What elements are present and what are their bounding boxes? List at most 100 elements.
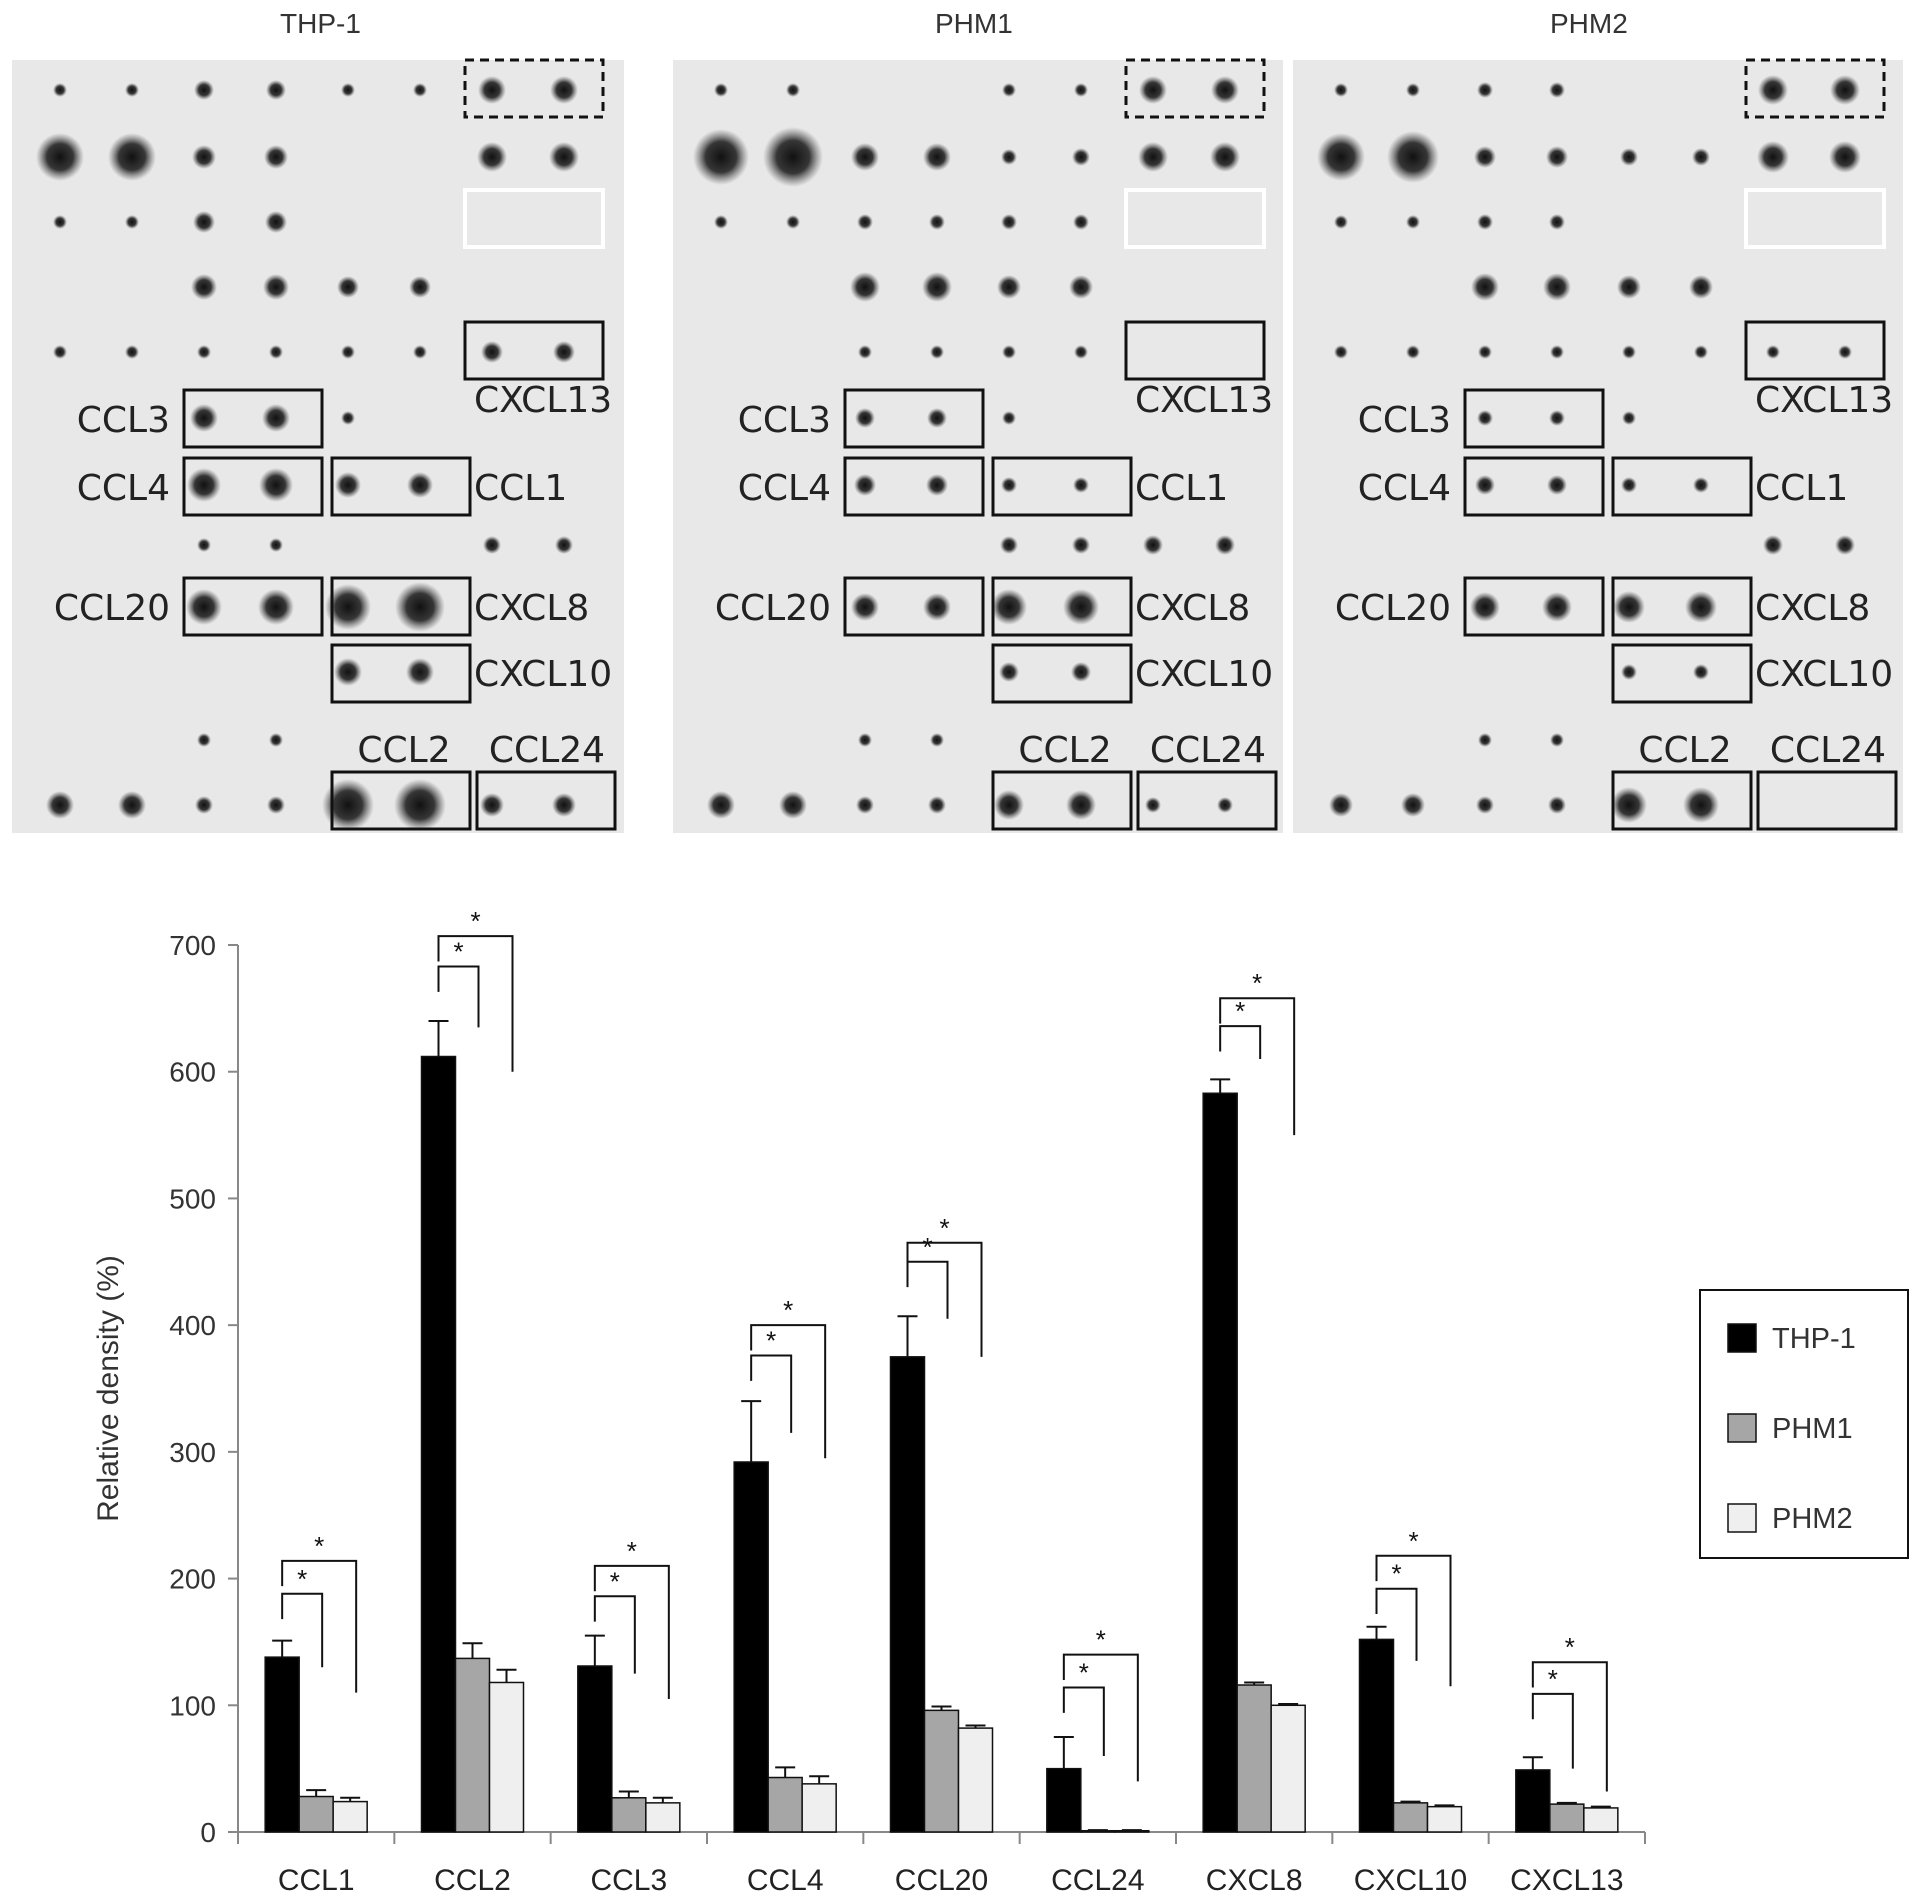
blot-spot — [763, 127, 823, 187]
bar-thp-1-cxcl8 — [1202, 1092, 1238, 1833]
bar-thp-1-ccl1 — [264, 1656, 300, 1833]
blot-label-ccl2: CCL2 — [1018, 730, 1111, 771]
blot-spot — [1471, 273, 1499, 301]
blot-spot — [1546, 146, 1568, 168]
box-cxcl10 — [330, 643, 472, 704]
blot-spot — [125, 215, 139, 229]
blot-spot — [1549, 214, 1565, 230]
blot-spot — [1406, 83, 1420, 97]
y-tick-label: 700 — [169, 930, 216, 961]
blot-spot — [1617, 275, 1641, 299]
blot-spot — [923, 143, 951, 171]
blot-label-cxcl13: CXCL13 — [1755, 380, 1893, 421]
x-tick-label: CCL4 — [747, 1864, 824, 1897]
box-ccl3 — [182, 388, 324, 449]
blot-spot — [1329, 793, 1353, 817]
negative-control-box — [1124, 188, 1266, 249]
bar-phm1-cxcl13 — [1549, 1803, 1585, 1833]
bar-phm1-cxcl10 — [1392, 1802, 1429, 1833]
blot-spot — [341, 83, 355, 97]
blot-spot — [325, 584, 371, 630]
blot-spot — [1001, 214, 1017, 230]
blot-spot — [553, 341, 575, 363]
blot-spot — [269, 733, 283, 747]
blot-label-ccl4: CCL4 — [77, 468, 170, 509]
blot-spot — [1145, 797, 1161, 813]
bar-thp-1-cxcl13 — [1515, 1769, 1551, 1833]
blot-spot — [1763, 535, 1783, 555]
significance-bracket-inner — [906, 1260, 949, 1319]
blot-spot — [53, 215, 67, 229]
significance-bracket-inner — [750, 1354, 793, 1433]
blot-spot — [197, 345, 211, 359]
blot-spot — [1478, 345, 1492, 359]
significance-bracket-outer — [437, 935, 514, 1072]
blot-spot — [1477, 214, 1493, 230]
blot-spot — [850, 272, 880, 302]
legend-label: PHM1 — [1772, 1413, 1853, 1445]
box-ccl1 — [1611, 456, 1753, 517]
blot-spot — [1621, 664, 1637, 680]
x-tick-label: CCL20 — [895, 1864, 988, 1897]
blot-spot — [1548, 796, 1566, 814]
blot-spot — [341, 411, 355, 425]
blot-spot — [856, 796, 874, 814]
significance-star: * — [610, 1566, 620, 1596]
blot-spot — [53, 83, 67, 97]
blot-spot — [858, 345, 872, 359]
blot-spot — [1217, 797, 1233, 813]
blot-spot — [1072, 536, 1090, 554]
blot-label-cxcl8: CXCL8 — [1135, 588, 1250, 629]
blot-spot — [1001, 477, 1017, 493]
negative-control-box — [1744, 188, 1886, 249]
blot-spot — [550, 76, 578, 104]
legend-label: PHM2 — [1772, 1503, 1853, 1535]
blot-spot — [1693, 664, 1709, 680]
blot-spot — [335, 472, 361, 498]
blot-spot — [1766, 345, 1780, 359]
blot-spot — [1074, 83, 1088, 97]
significance-star: * — [1391, 1559, 1401, 1589]
significance-star: * — [939, 1213, 949, 1243]
blot-spot — [1830, 75, 1860, 105]
blot-label-ccl3: CCL3 — [1358, 400, 1451, 441]
blot-spot — [187, 468, 221, 502]
legend-swatch — [1727, 1323, 1757, 1353]
significance-bracket-outer — [281, 1559, 358, 1693]
blot-spot — [549, 142, 579, 172]
significance-bracket-outer — [750, 1324, 827, 1459]
blot-spot — [1477, 410, 1493, 426]
bar-phm1-ccl4 — [767, 1776, 803, 1833]
blot-spot — [1210, 142, 1240, 172]
blot-spot — [1215, 535, 1235, 555]
y-tick-label: 400 — [169, 1310, 216, 1341]
y-tick-label: 200 — [169, 1564, 216, 1595]
reference-box-dashed — [1744, 58, 1886, 119]
blot-spot — [1317, 133, 1365, 181]
bar-phm2-ccl4 — [801, 1783, 837, 1833]
blot-spot — [1758, 75, 1788, 105]
blot-label-ccl24: CCL24 — [489, 730, 605, 771]
box-cxcl8 — [991, 576, 1133, 637]
blot-spot — [930, 345, 944, 359]
blot-spot — [1475, 475, 1495, 495]
legend-swatch — [1727, 1503, 1757, 1533]
significance-star: * — [1408, 1526, 1418, 1556]
blot-label-ccl2: CCL2 — [1638, 730, 1731, 771]
blot-label-ccl3: CCL3 — [738, 400, 831, 441]
blot-spot — [125, 345, 139, 359]
x-tick-label: CCL2 — [434, 1864, 511, 1897]
blot-panel-phm1: CXCL13 CCL3 CCL4 CCL1 CCL20 CXCL8 CXCL10 CCL2 CC… — [673, 58, 1283, 833]
x-tick-label: CCL3 — [590, 1864, 667, 1897]
blot-spot — [262, 404, 290, 432]
legend: THP-1 PHM1 PHM2 — [1699, 1289, 1909, 1559]
blot-spot — [1072, 148, 1090, 166]
box-cxcl10 — [1611, 643, 1753, 704]
significance-star: * — [1096, 1625, 1106, 1655]
blot-spot — [1620, 148, 1638, 166]
blot-spot — [266, 80, 286, 100]
box-ccl2 — [991, 770, 1133, 831]
blot-spot — [552, 793, 576, 817]
blot-spot — [1476, 796, 1494, 814]
significance-bracket-outer — [1375, 1554, 1452, 1687]
